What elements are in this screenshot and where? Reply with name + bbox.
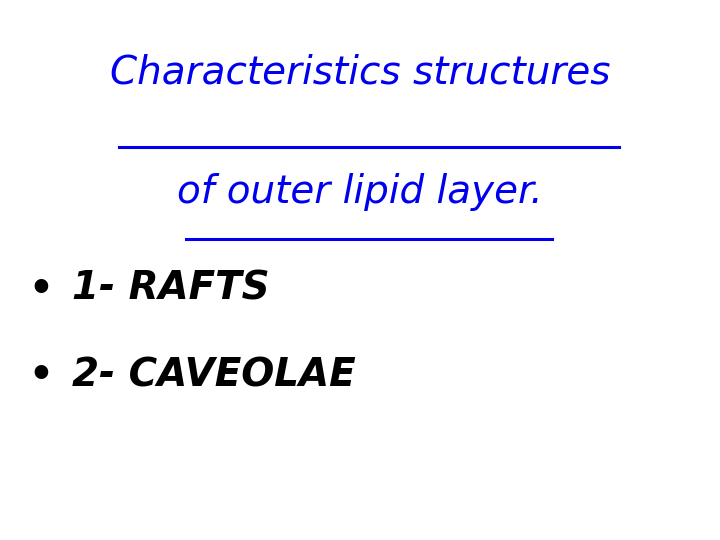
Text: of outer lipid layer.: of outer lipid layer. (177, 173, 543, 211)
Text: Characteristics structures: Characteristics structures (109, 54, 611, 92)
Text: •: • (29, 270, 54, 308)
Text: 2- CAVEOLAE: 2- CAVEOLAE (72, 356, 356, 394)
Text: •: • (29, 356, 54, 394)
Text: 1- RAFTS: 1- RAFTS (72, 270, 269, 308)
